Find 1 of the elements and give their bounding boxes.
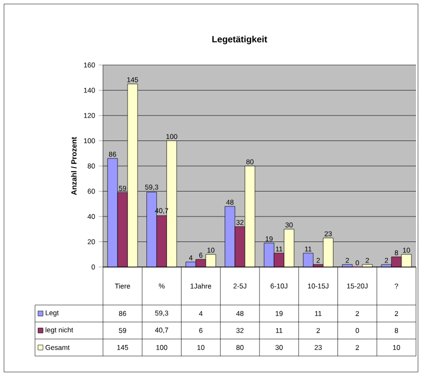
chart-title: Legetätigkeit [212,36,268,44]
